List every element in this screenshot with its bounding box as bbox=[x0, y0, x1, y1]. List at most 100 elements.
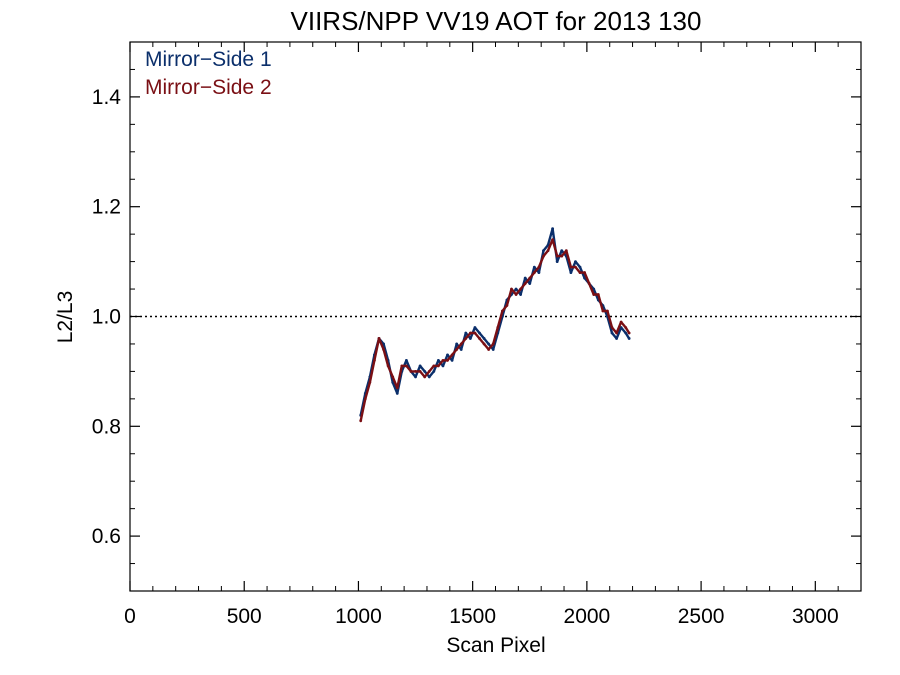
chart-title: VIIRS/NPP VV19 AOT for 2013 130 bbox=[291, 6, 702, 36]
data-point bbox=[455, 348, 459, 351]
data-point bbox=[468, 331, 472, 335]
x-axis-label: Scan Pixel bbox=[446, 634, 545, 657]
data-point bbox=[464, 337, 468, 340]
data-point bbox=[615, 331, 618, 335]
series-line-2 bbox=[359, 238, 631, 422]
data-point bbox=[377, 337, 381, 340]
y-axis: 0.6 0.8 1.0 1.2 1.4 bbox=[92, 41, 861, 592]
y-tick-label: 1.4 bbox=[92, 86, 122, 109]
data-point bbox=[574, 265, 577, 269]
plot-area bbox=[129, 41, 862, 592]
data-point bbox=[596, 293, 600, 296]
data-point bbox=[537, 265, 541, 269]
data-point bbox=[601, 309, 605, 313]
data-point bbox=[400, 364, 404, 368]
y-tick-label: 1.0 bbox=[92, 306, 121, 329]
data-point bbox=[583, 276, 586, 280]
data-point bbox=[487, 348, 491, 351]
data-point bbox=[514, 293, 518, 296]
data-point bbox=[418, 370, 422, 373]
data-point bbox=[610, 326, 614, 329]
data-point bbox=[574, 260, 577, 263]
data-point bbox=[359, 419, 363, 423]
data-point bbox=[432, 364, 436, 368]
x-tick-label: 500 bbox=[227, 605, 262, 628]
data-point bbox=[578, 271, 582, 274]
data-point bbox=[464, 331, 468, 335]
data-point bbox=[624, 326, 628, 329]
data-point bbox=[427, 370, 431, 373]
legend-entry-1: Mirror−Side 1 bbox=[145, 48, 272, 71]
data-point bbox=[395, 391, 399, 395]
data-point bbox=[473, 326, 477, 329]
data-point bbox=[446, 353, 449, 357]
legend: Mirror−Side 1 Mirror−Side 2 bbox=[145, 48, 272, 99]
data-point bbox=[446, 359, 449, 362]
data-point bbox=[478, 331, 481, 335]
data-point bbox=[482, 337, 486, 340]
data-point bbox=[560, 249, 564, 253]
x-tick-label: 0 bbox=[124, 605, 136, 628]
data-point bbox=[627, 331, 631, 335]
y-tick-label: 0.6 bbox=[92, 525, 121, 548]
data-point bbox=[564, 249, 568, 253]
y-axis-label: L2/L3 bbox=[54, 291, 77, 344]
data-point bbox=[619, 320, 623, 324]
data-point bbox=[414, 370, 417, 373]
x-tick-label: 1000 bbox=[335, 605, 382, 628]
data-point bbox=[587, 282, 591, 285]
y-tick-label: 0.8 bbox=[92, 415, 121, 438]
data-point bbox=[500, 309, 504, 313]
data-point bbox=[478, 337, 481, 340]
data-point bbox=[391, 375, 395, 379]
data-point bbox=[555, 254, 559, 258]
x-tick-label: 1500 bbox=[449, 605, 496, 628]
data-point bbox=[386, 364, 390, 368]
data-point bbox=[414, 375, 417, 379]
data-point bbox=[496, 326, 500, 329]
data-point bbox=[569, 271, 573, 274]
data-point bbox=[555, 260, 559, 263]
x-axis: 0 500 1000 1500 2000 2500 3000 bbox=[124, 42, 862, 628]
data-point bbox=[537, 271, 541, 274]
data-point bbox=[373, 359, 376, 362]
data-point bbox=[519, 287, 523, 291]
x-tick-label: 3000 bbox=[792, 605, 839, 628]
data-point bbox=[606, 309, 609, 313]
data-point bbox=[542, 249, 545, 253]
data-point bbox=[491, 342, 495, 346]
data-point bbox=[551, 227, 555, 231]
data-point bbox=[459, 348, 463, 351]
data-point bbox=[528, 276, 532, 280]
data-point bbox=[519, 293, 523, 296]
data-point bbox=[551, 238, 555, 242]
data-point bbox=[450, 353, 454, 357]
data-point bbox=[610, 331, 614, 335]
data-point bbox=[368, 380, 372, 384]
data-point bbox=[532, 271, 536, 274]
data-point bbox=[423, 370, 427, 373]
data-point bbox=[514, 287, 518, 291]
x-tick-label: 2000 bbox=[564, 605, 611, 628]
data-point bbox=[546, 249, 550, 253]
series-line-1 bbox=[359, 227, 631, 416]
data-point bbox=[528, 282, 532, 285]
data-point bbox=[427, 375, 431, 379]
data-point bbox=[395, 386, 399, 390]
data-point bbox=[473, 331, 477, 335]
data-point bbox=[560, 254, 564, 258]
data-point bbox=[459, 342, 463, 346]
data-point bbox=[592, 293, 596, 296]
data-point bbox=[450, 359, 454, 362]
x-tick-label: 2500 bbox=[678, 605, 725, 628]
data-point bbox=[583, 271, 586, 274]
data-point bbox=[532, 265, 536, 269]
data-point bbox=[441, 359, 445, 362]
data-point bbox=[624, 331, 628, 335]
data-point bbox=[418, 364, 422, 368]
legend-entry-2: Mirror−Side 2 bbox=[145, 76, 272, 99]
data-point bbox=[455, 342, 459, 346]
data-point bbox=[505, 304, 509, 307]
data-point bbox=[487, 342, 491, 346]
